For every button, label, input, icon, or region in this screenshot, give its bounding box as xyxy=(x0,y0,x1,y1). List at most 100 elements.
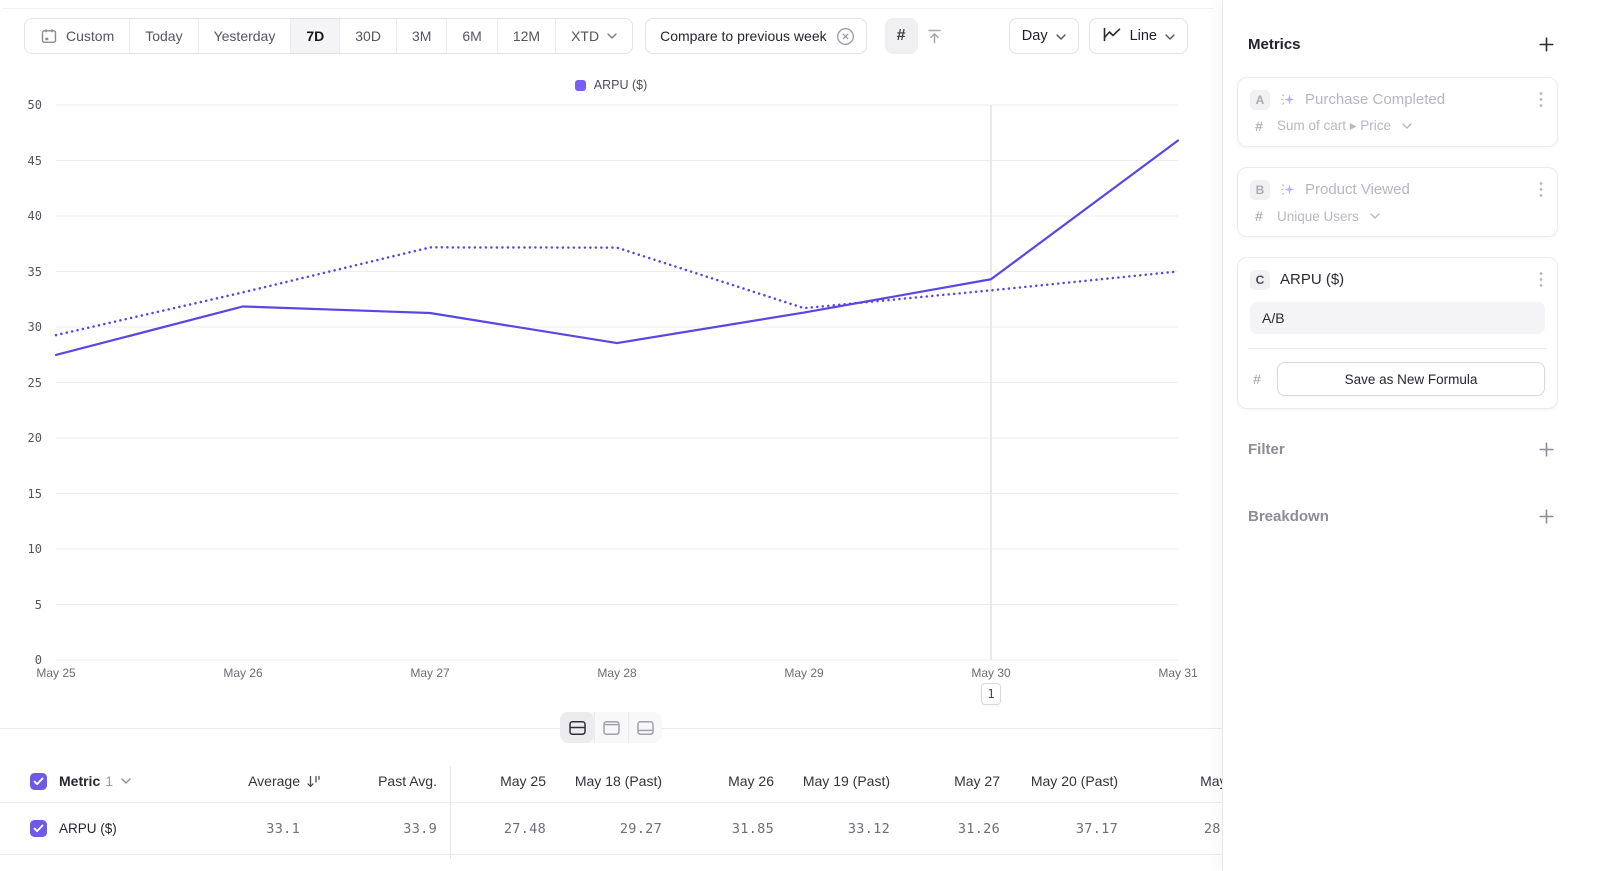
y-axis-label: 45 xyxy=(27,153,42,168)
column-header-may-28[interactable]: May 28 xyxy=(1200,773,1222,789)
value-cell: 29.27 xyxy=(619,820,662,837)
view-layout-toggle xyxy=(560,712,662,743)
metric-card-a[interactable]: A Purchase Completed # Sum of cart ▸ Price xyxy=(1237,77,1558,147)
y-axis-label: 5 xyxy=(34,597,42,612)
panel-sections: Filter Breakdown xyxy=(1237,439,1558,527)
column-header-may-27[interactable]: May 27 xyxy=(954,773,1000,789)
column-header-may-20-past-[interactable]: May 20 (Past) xyxy=(1030,773,1118,789)
value-cell: 33.1 xyxy=(266,820,300,837)
filter-section-title: Filter xyxy=(1248,441,1285,458)
y-axis-label: 35 xyxy=(27,264,42,279)
sparkle-icon xyxy=(1280,182,1295,197)
chevron-down-icon xyxy=(1370,213,1380,219)
add-breakdown-button[interactable] xyxy=(1536,506,1557,527)
date-range-today[interactable]: Today xyxy=(130,19,199,53)
value-cell: 33.12 xyxy=(847,820,890,837)
metric-options-kebab-icon[interactable] xyxy=(1537,269,1545,290)
sort-descending-icon xyxy=(306,774,322,789)
y-axis-label: 50 xyxy=(27,98,42,112)
x-axis-label: May 28 xyxy=(597,666,637,680)
granularity-dropdown[interactable]: Day xyxy=(1008,18,1079,54)
metric-name: Purchase Completed xyxy=(1305,91,1446,108)
date-range-3m[interactable]: 3M xyxy=(397,19,448,53)
annotation-badge[interactable]: 1 xyxy=(981,683,1001,705)
chart-type-dropdown[interactable]: Line xyxy=(1088,18,1188,54)
table-column-divider xyxy=(450,766,451,859)
y-axis-label: 20 xyxy=(27,431,42,445)
metric-measure[interactable]: # Unique Users xyxy=(1250,208,1545,224)
value-cell: 33.9 xyxy=(403,820,437,837)
metric-measure[interactable]: # Sum of cart ▸ Price xyxy=(1250,118,1545,134)
hash-icon: # xyxy=(896,27,906,44)
chart-panel: Custom Today Yesterday 7D 30D 3M 6M 12M XTD Comp… xyxy=(0,8,1222,859)
metric-name: Product Viewed xyxy=(1305,181,1410,198)
value-cell: 37.17 xyxy=(1075,820,1118,837)
table-only-view-icon xyxy=(636,720,655,736)
x-axis-label: May 30 xyxy=(971,666,1011,680)
gridlines-toggle-button[interactable]: # xyxy=(884,18,918,54)
filter-section-header: Filter xyxy=(1237,439,1558,460)
column-header-may-26[interactable]: May 26 xyxy=(728,773,774,789)
metrics-section-header: Metrics xyxy=(1237,34,1558,55)
metric-column-header[interactable]: Metric 1 xyxy=(30,772,240,790)
date-range-30d[interactable]: 30D xyxy=(340,19,397,53)
column-header-average[interactable]: Average xyxy=(240,773,322,789)
split-view-icon xyxy=(568,720,587,736)
metric-card-c[interactable]: C ARPU ($) A/B # Save as New Formula xyxy=(1237,257,1558,409)
chevron-down-icon xyxy=(1165,28,1175,44)
remove-compare-icon[interactable] xyxy=(836,27,855,46)
calendar-icon xyxy=(40,27,58,45)
value-cell: 31.26 xyxy=(957,820,1000,837)
metric-card-b[interactable]: B Product Viewed # Unique Users xyxy=(1237,167,1558,237)
x-axis-label: May 27 xyxy=(410,666,450,680)
metric-options-kebab-icon[interactable] xyxy=(1537,89,1545,110)
add-metric-button[interactable] xyxy=(1536,34,1557,55)
date-range-xtd[interactable]: XTD xyxy=(556,19,632,53)
column-header-may-19-past-[interactable]: May 19 (Past) xyxy=(802,773,890,789)
chart-legend: ARPU ($) xyxy=(0,78,1222,92)
add-filter-button[interactable] xyxy=(1536,439,1557,460)
save-as-new-formula-button[interactable]: Save as New Formula xyxy=(1277,362,1545,396)
sparkle-icon xyxy=(1280,92,1295,107)
date-range-7d[interactable]: 7D xyxy=(291,19,341,53)
line-chart-icon xyxy=(1102,26,1122,47)
x-axis-label: May 29 xyxy=(784,666,824,680)
x-axis-label: May 25 xyxy=(36,666,76,680)
legend-swatch xyxy=(574,79,586,91)
breakdown-section-title: Breakdown xyxy=(1248,508,1329,525)
metric-badge: A xyxy=(1250,89,1270,110)
date-range-yesterday[interactable]: Yesterday xyxy=(199,19,292,53)
chart: ARPU ($) 0 5 10 15 20 25 30 35 40 45 50 May 25 May … xyxy=(0,70,1222,710)
column-header-past-avg-[interactable]: Past Avg. xyxy=(378,773,437,789)
y-axis-label: 25 xyxy=(27,375,42,390)
date-range-selector: Custom Today Yesterday 7D 30D 3M 6M 12M XTD xyxy=(24,18,634,54)
table-body: ARPU ($) 33.1 33.9 27.48 29.27 31.85 33.12 31.2… xyxy=(0,803,1222,855)
y-axis-label: 40 xyxy=(27,209,42,223)
split-view-button[interactable] xyxy=(560,712,594,743)
metric-options-kebab-icon[interactable] xyxy=(1537,179,1545,200)
annotations-toggle-button[interactable] xyxy=(918,18,951,54)
date-range-12m[interactable]: 12M xyxy=(498,19,557,53)
column-header-may-18-past-[interactable]: May 18 (Past) xyxy=(574,773,662,789)
metric-checkbox[interactable] xyxy=(30,820,47,837)
formula-input[interactable]: A/B xyxy=(1250,302,1545,334)
metrics-section-title: Metrics xyxy=(1248,36,1301,53)
date-range-custom[interactable]: Custom xyxy=(25,19,131,53)
query-panel: Metrics A Purchase Completed # Sum of cart … xyxy=(1222,0,1600,871)
table-only-view-button[interactable] xyxy=(628,712,662,743)
metric-name: ARPU ($) xyxy=(1280,271,1345,288)
y-axis-label: 30 xyxy=(27,320,42,334)
select-all-checkbox[interactable] xyxy=(30,772,47,790)
number-type-icon: # xyxy=(1255,118,1263,134)
metric-badge: C xyxy=(1250,269,1270,290)
metric-cell[interactable]: ARPU ($) xyxy=(30,820,240,837)
compare-chip[interactable]: Compare to previous week xyxy=(645,18,867,54)
legend-label: ARPU ($) xyxy=(593,78,648,92)
view-divider xyxy=(0,710,1222,750)
date-range-6m[interactable]: 6M xyxy=(447,19,498,53)
chart-only-view-button[interactable] xyxy=(594,712,628,743)
chart-only-view-icon xyxy=(602,720,621,736)
y-axis-label: 10 xyxy=(27,542,42,556)
column-header-may-25[interactable]: May 25 xyxy=(500,773,546,789)
value-cell: 27.48 xyxy=(503,820,546,837)
